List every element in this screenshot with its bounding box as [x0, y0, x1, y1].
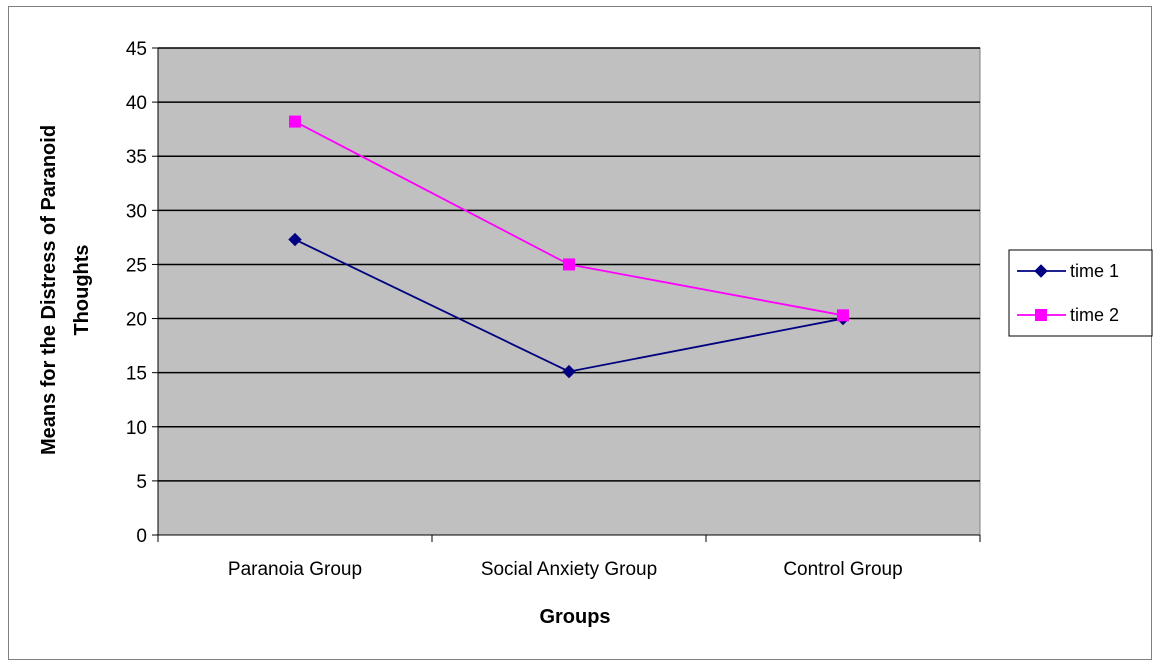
data-point-2 [563, 258, 575, 271]
legend-label-1: time 1 [1070, 261, 1119, 281]
y-axis-title-line-2: Thoughts [71, 244, 93, 335]
x-tick-label: Paranoia Group [228, 559, 362, 580]
legend: time 1 time 2 [1008, 249, 1153, 337]
y-tick-label: 0 [136, 526, 147, 547]
legend-marker-1 [1034, 264, 1048, 278]
data-point-1 [288, 232, 302, 247]
y-axis-title: Means for the Distress of Paranoid Thoug… [38, 125, 93, 455]
y-tick-label: 25 [126, 255, 147, 276]
y-tick-label: 20 [126, 310, 147, 331]
legend-box [1008, 249, 1153, 337]
x-tick-label: Control Group [783, 559, 902, 580]
x-tick-label: Social Anxiety Group [481, 559, 657, 580]
y-tick-labels: 0 5 10 15 20 25 30 35 40 45 [126, 39, 147, 547]
y-tick-label: 45 [126, 39, 147, 60]
x-tick-labels: Paranoia Group Social Anxiety Group Contro… [228, 559, 903, 580]
y-tick-label: 15 [126, 364, 147, 385]
data-point-2 [837, 309, 849, 322]
y-tick-label: 10 [126, 418, 147, 439]
data-point-2 [289, 115, 301, 128]
legend-marker-2 [1035, 309, 1047, 321]
legend-label-2: time 2 [1070, 305, 1119, 325]
y-tick-label: 5 [136, 472, 147, 493]
plot-area [157, 47, 981, 536]
y-tick-label: 35 [126, 147, 147, 168]
y-tick-label: 40 [126, 93, 147, 114]
series-layer [288, 115, 850, 379]
y-axis-title-line-1: Means for the Distress of Paranoid [38, 125, 60, 455]
axes [152, 47, 981, 542]
gridlines [158, 47, 980, 482]
data-point-1 [562, 364, 576, 379]
y-tick-label: 30 [126, 201, 147, 222]
x-axis-title: Groups [539, 606, 610, 628]
